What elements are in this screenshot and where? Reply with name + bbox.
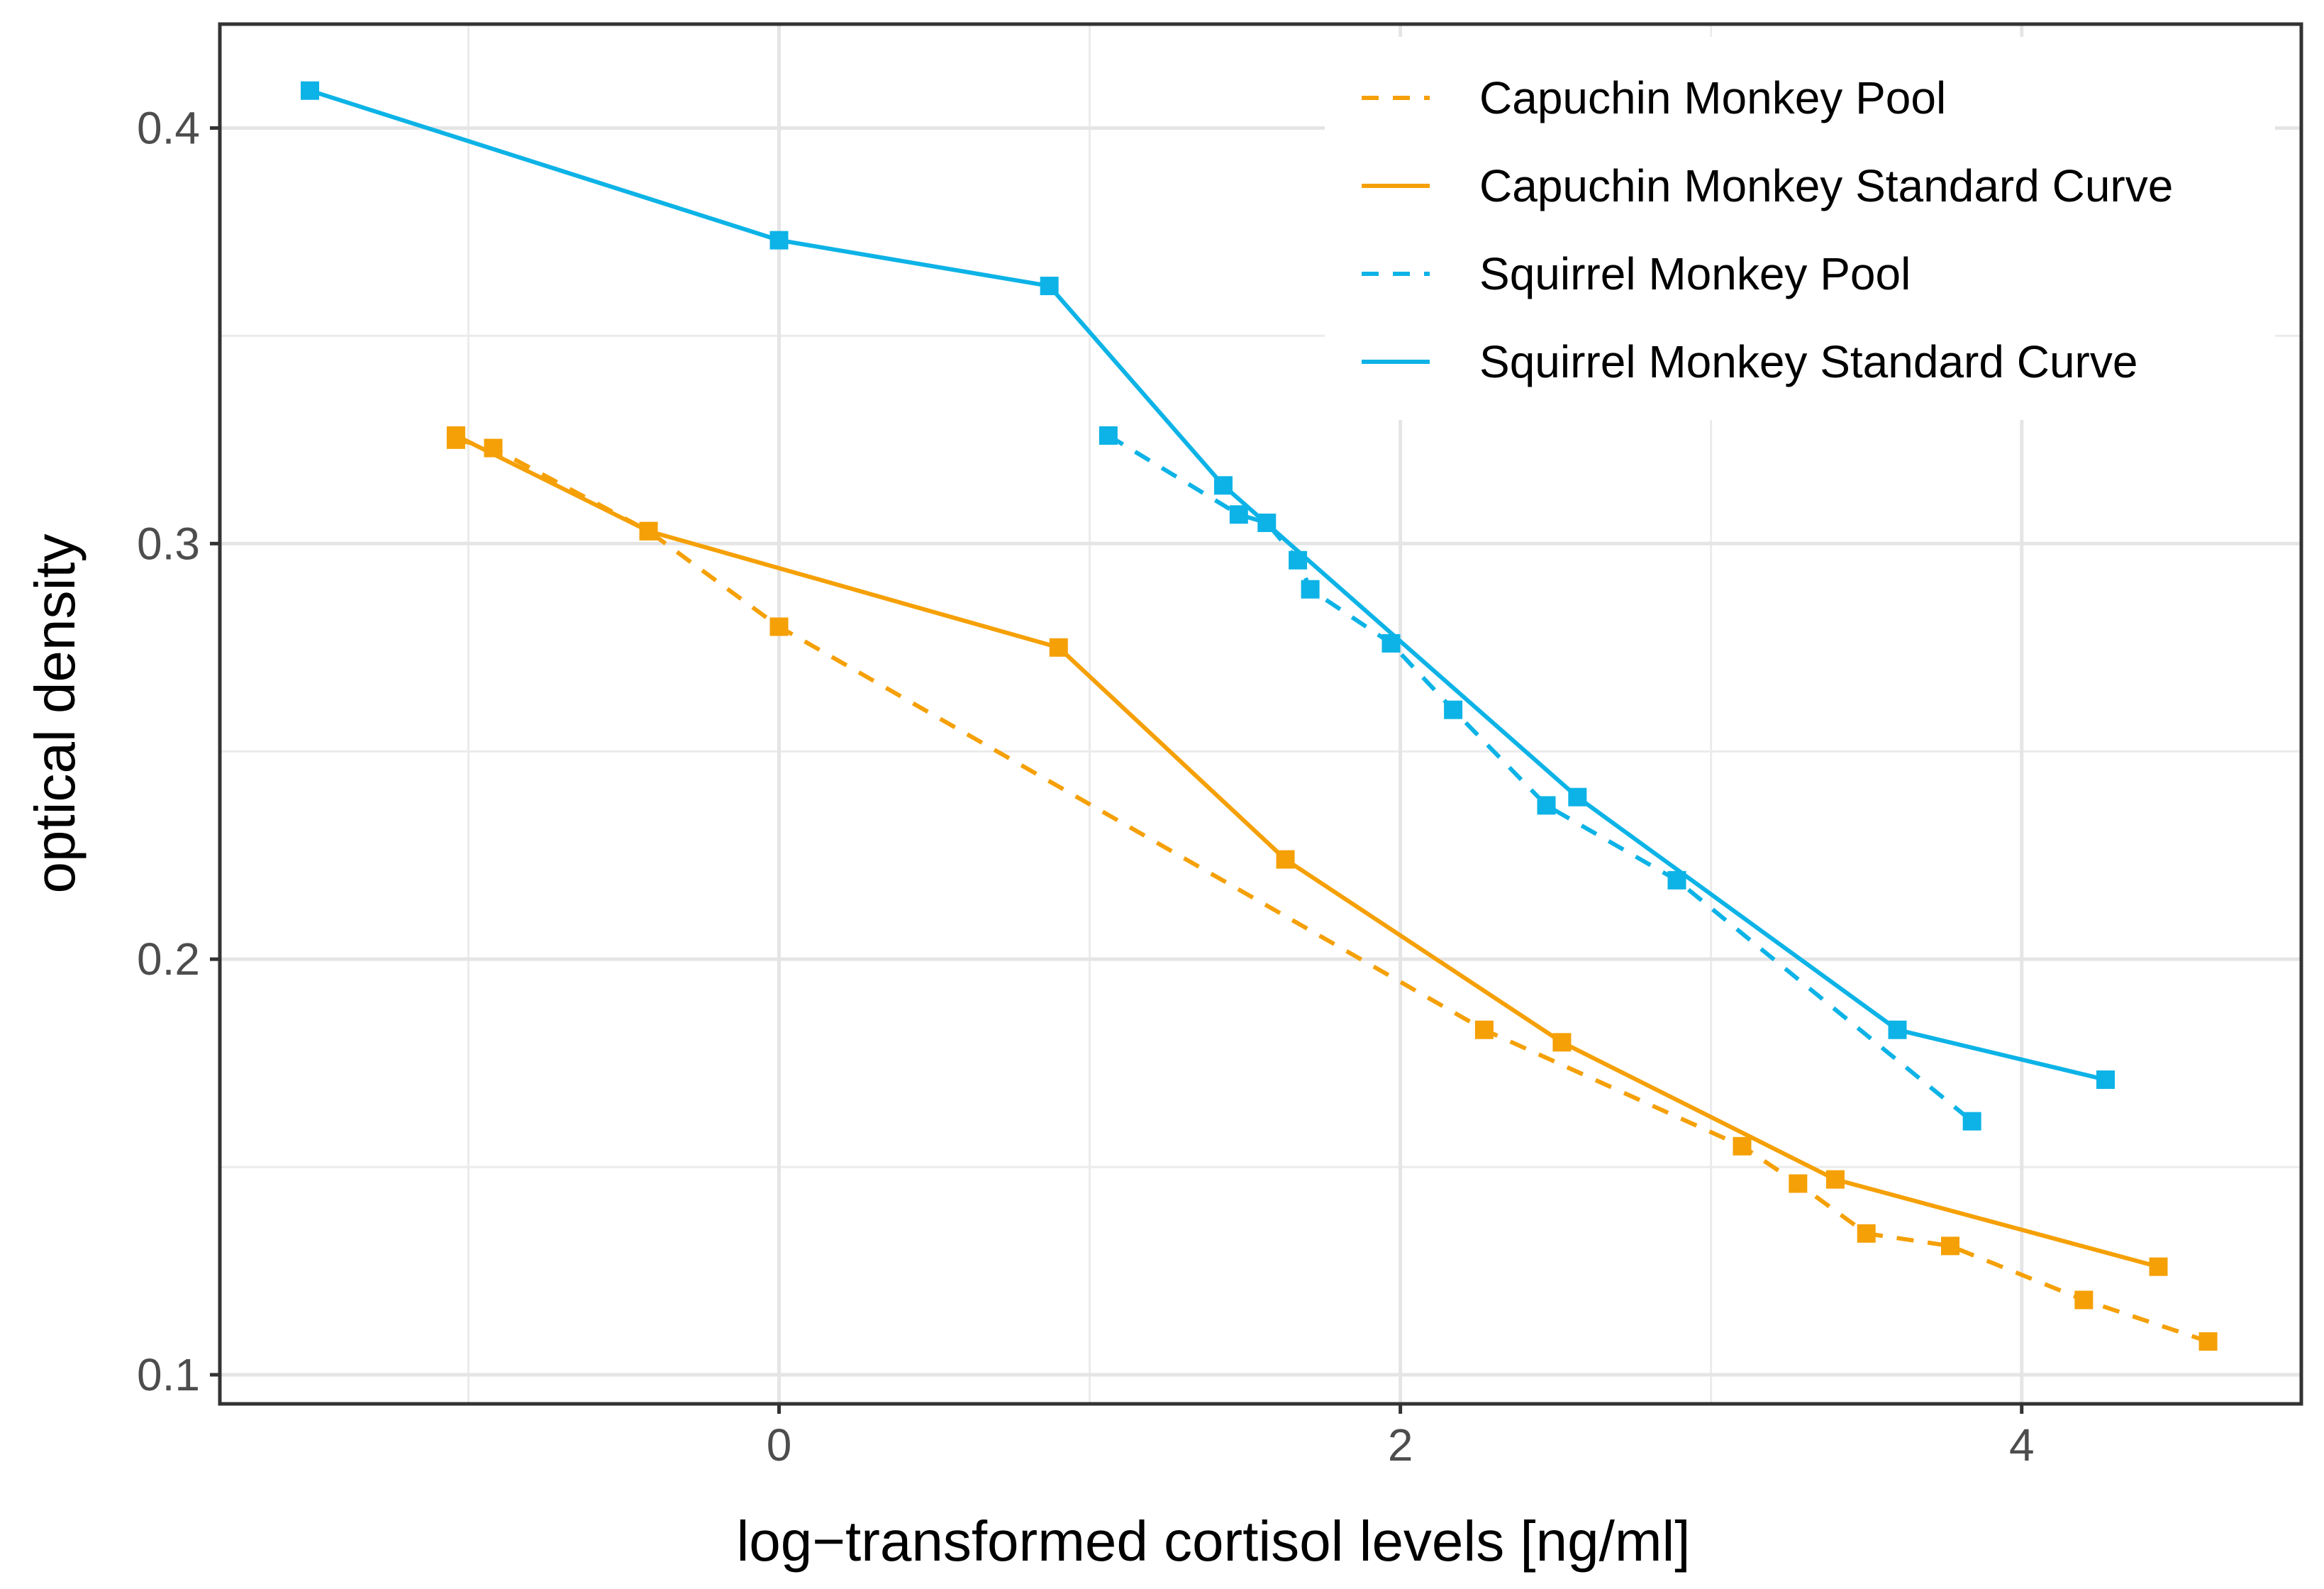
series-1-marker — [1552, 1033, 1572, 1052]
y-axis-title: optical density — [23, 534, 87, 894]
series-layer — [301, 81, 2218, 1351]
series-2-marker — [1444, 700, 1463, 719]
series-1-marker — [1825, 1170, 1845, 1189]
legend-label-2: Squirrel Monkey Pool — [1479, 248, 1911, 299]
y-axis: 0.1 0.2 0.3 0.4 — [137, 102, 220, 1400]
x-tick-label: 0 — [767, 1419, 792, 1471]
series-2-marker — [1229, 505, 1248, 524]
plot-border — [218, 22, 2303, 1406]
series-3-marker — [1568, 787, 1587, 807]
series-3-marker — [301, 81, 320, 100]
series-0-marker — [1474, 1020, 1494, 1039]
x-axis-title: log−transformed cortisol levels [ng/ml] — [737, 1510, 1691, 1573]
series-3-marker — [2096, 1070, 2115, 1090]
legend-label-0: Capuchin Monkey Pool — [1479, 72, 1946, 123]
x-tick-label: 2 — [1388, 1419, 1413, 1471]
y-tick-label: 0.4 — [137, 102, 200, 153]
series-0-marker — [1789, 1174, 1808, 1193]
series-1-marker — [1049, 638, 1068, 657]
series-2-marker — [1257, 514, 1277, 533]
series-1-marker — [446, 426, 465, 445]
series-1-marker — [2149, 1257, 2168, 1276]
series-3-marker — [1888, 1020, 1907, 1039]
legend: Capuchin Monkey Pool Capuchin Monkey Stan… — [1325, 37, 2275, 420]
series-0-marker — [1733, 1136, 1752, 1156]
series-2-marker — [1537, 796, 1556, 815]
series-0-marker — [1940, 1236, 1959, 1256]
series-2-marker — [1099, 426, 1118, 445]
legend-label-1: Capuchin Monkey Standard Curve — [1479, 160, 2173, 211]
x-tick-label: 4 — [2009, 1419, 2035, 1471]
series-3-marker — [1213, 476, 1233, 495]
legend-background — [1325, 37, 2275, 420]
series-0-marker — [769, 617, 789, 636]
series-1-marker — [639, 521, 658, 541]
series-3-marker — [1040, 277, 1059, 296]
series-0-marker — [1857, 1224, 1876, 1243]
series-0-marker — [2198, 1332, 2218, 1351]
series-2-marker — [1301, 580, 1320, 599]
series-2-marker — [1962, 1112, 1981, 1131]
series-0-marker — [484, 438, 503, 458]
series-2-marker — [1381, 633, 1401, 653]
series-0-marker — [2074, 1290, 2094, 1310]
series-1-marker — [1276, 850, 1295, 869]
series-line-2 — [1107, 433, 1974, 1123]
series-2-marker — [1289, 550, 1308, 570]
y-tick-label: 0.2 — [137, 934, 200, 985]
x-axis: 0 2 4 — [767, 1404, 2035, 1471]
legend-label-3: Squirrel Monkey Standard Curve — [1479, 336, 2137, 387]
y-tick-label: 0.1 — [137, 1349, 200, 1400]
series-2-marker — [1667, 870, 1686, 890]
series-3-marker — [769, 231, 789, 250]
y-tick-label: 0.3 — [137, 518, 200, 569]
